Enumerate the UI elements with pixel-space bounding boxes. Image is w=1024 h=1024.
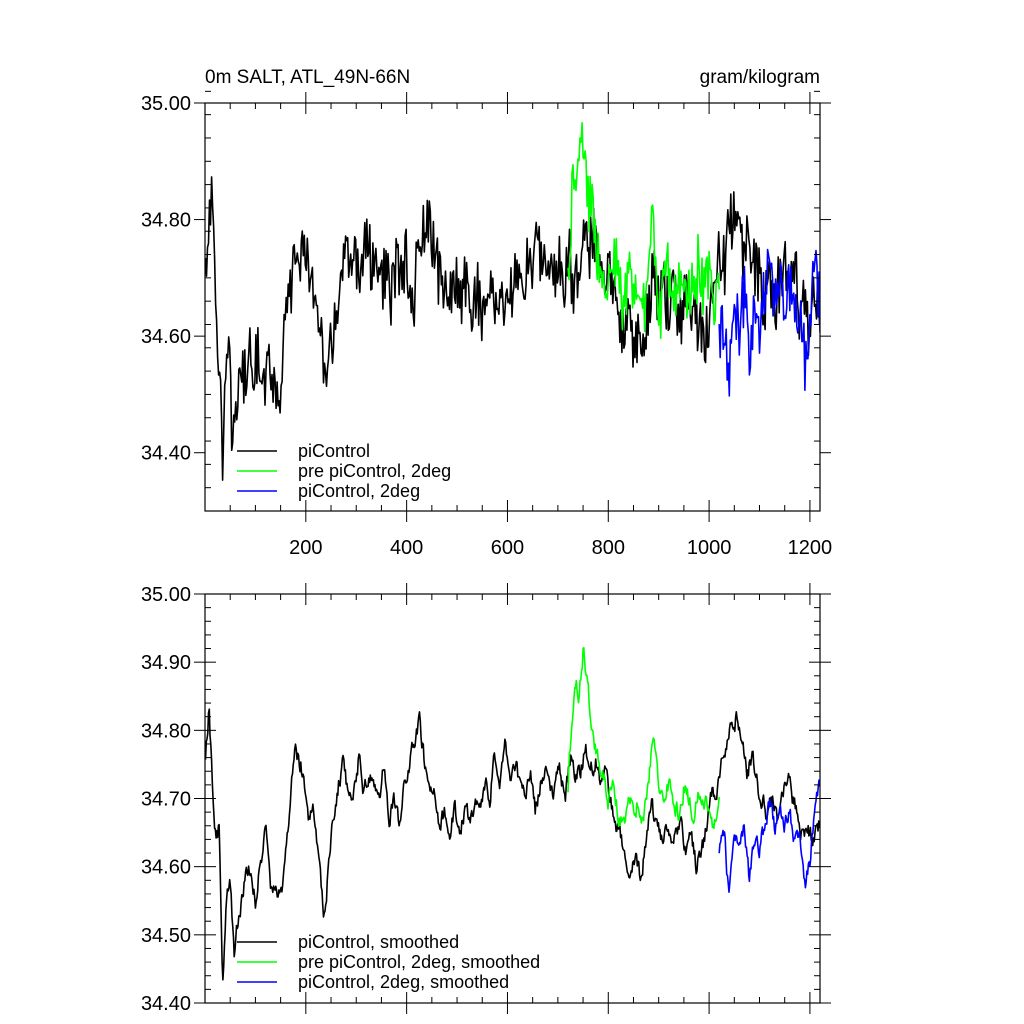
series-group — [205, 122, 820, 481]
y-tick-label: 34.60 — [141, 857, 191, 879]
y-tick-label: 34.80 — [141, 210, 191, 232]
series-line — [718, 248, 820, 397]
bottom-panel: 34.40 34.50 34.60 34.70 34.80 34.90 35.00 piCon… — [141, 583, 831, 1015]
bottom-plot-area: 34.40 34.50 34.60 34.70 34.80 34.90 35.00 piCon… — [141, 583, 831, 1015]
y-tick-label: 34.70 — [141, 789, 191, 811]
y-axis: 34.40 34.50 34.60 34.70 34.80 34.90 35.00 — [141, 584, 831, 1015]
legend-label: pre piControl, 2deg — [298, 461, 451, 481]
y-tick-label: 34.60 — [141, 326, 191, 348]
x-axis: 200 400 600 800 1000 1200 — [204, 92, 833, 559]
y-tick-label: 35.00 — [141, 93, 191, 115]
x-tick-label: 800 — [592, 537, 625, 559]
y-tick-label: 34.90 — [141, 652, 191, 674]
y-tick-label: 34.40 — [141, 993, 191, 1015]
y-tick-label: 35.00 — [141, 584, 191, 606]
x-tick-label: 1000 — [687, 537, 732, 559]
top-plot-area: 200 400 600 800 1000 1200 34.40 34.60 34.80 35.00… — [141, 90, 833, 559]
x-axis — [204, 583, 811, 1014]
top-title: 0m SALT, ATL_49N-66N — [205, 67, 410, 88]
y-tick-label: 34.40 — [141, 443, 191, 465]
x-tick-label: 200 — [289, 537, 322, 559]
series-group — [205, 646, 820, 981]
series-line — [567, 122, 720, 339]
x-tick-label: 600 — [491, 537, 524, 559]
y-axis: 34.40 34.60 34.80 35.00 — [141, 90, 831, 512]
y-tick-label: 34.50 — [141, 925, 191, 947]
top-panel: 0m SALT, ATL_49N-66N gram/kilogram 200 40… — [141, 67, 832, 559]
plot-frame — [204, 102, 821, 512]
top-units: gram/kilogram — [700, 67, 820, 88]
legend-label: pre piControl, 2deg, smoothed — [298, 952, 540, 972]
y-tick-label: 34.80 — [141, 720, 191, 742]
series-line — [205, 176, 820, 481]
series-line — [718, 779, 820, 893]
series-line — [567, 646, 720, 830]
legend-label: piControl, 2deg, smoothed — [298, 972, 509, 992]
legend-label: piControl — [298, 441, 370, 461]
series-line — [205, 708, 820, 981]
x-tick-label: 400 — [390, 537, 423, 559]
legend-label: piControl, smoothed — [298, 932, 459, 952]
x-tick-label: 1200 — [788, 537, 833, 559]
legend-label: piControl, 2deg — [298, 481, 420, 501]
